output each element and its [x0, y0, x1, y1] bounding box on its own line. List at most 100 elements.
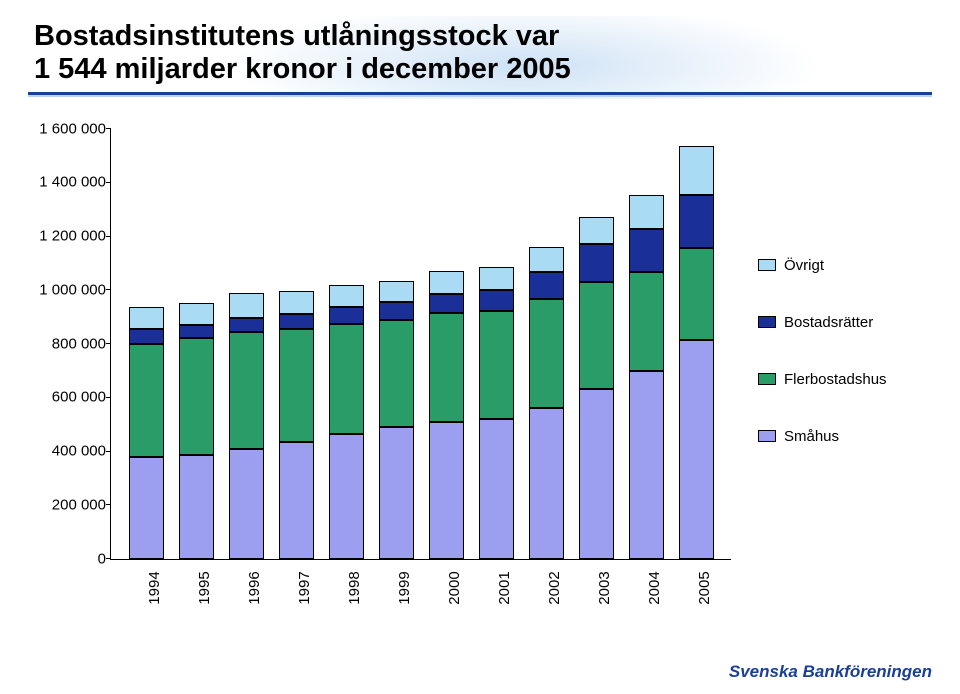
page-title: Bostadsinstitutens utlåningsstock var 1 … [34, 20, 926, 87]
bar: 2003 [579, 217, 614, 558]
bar-segment-bostadsratter [329, 307, 364, 323]
bar-segment-flerbostadshus [229, 332, 264, 449]
bar: 2001 [479, 267, 514, 559]
bar-segment-smahus [579, 389, 614, 558]
bar: 1998 [329, 285, 364, 559]
bar-segment-ovrigt [429, 271, 464, 294]
x-axis-label: 1997 [296, 571, 313, 604]
x-axis-label: 1998 [346, 571, 363, 604]
bar-segment-flerbostadshus [279, 329, 314, 442]
bar-segment-bostadsratter [679, 195, 714, 249]
bar-segment-smahus [279, 442, 314, 559]
bar: 1997 [279, 291, 314, 558]
bar-segment-flerbostadshus [329, 324, 364, 434]
plot-area: 1994 1995 1996 1997 1998 1999 2000 2001 2002 2003… [110, 129, 731, 560]
bar-segment-smahus [379, 427, 414, 559]
bar-segment-bostadsratter [229, 318, 264, 331]
title-line2: 1 544 miljarder kronor i december 2005 [34, 53, 571, 85]
bar-segment-bostadsratter [579, 244, 614, 282]
bar-segment-flerbostadshus [129, 344, 164, 457]
legend-label: Flerbostadshus [784, 371, 887, 388]
bar-segment-flerbostadshus [479, 311, 514, 419]
x-axis-label: 2004 [646, 571, 663, 604]
legend-item-bostadsratter: Bostadsrätter [758, 314, 928, 331]
bar-segment-flerbostadshus [629, 272, 664, 370]
bar-segment-ovrigt [379, 281, 414, 303]
bar-segment-ovrigt [629, 195, 664, 230]
x-axis-label: 1996 [246, 571, 263, 604]
bar-segment-smahus [629, 371, 664, 559]
bar-segment-smahus [329, 434, 364, 559]
y-axis-label: 0 [38, 550, 106, 567]
x-axis-label: 2005 [696, 571, 713, 604]
bar: 1999 [379, 281, 414, 559]
bar: 2000 [429, 271, 464, 559]
bar-segment-flerbostadshus [579, 282, 614, 390]
bar: 1996 [229, 293, 264, 559]
x-axis-label: 2001 [496, 571, 513, 604]
bar-segment-bostadsratter [279, 314, 314, 329]
bar-segment-bostadsratter [379, 302, 414, 319]
x-axis-label: 2002 [546, 571, 563, 604]
footer-brand: Svenska Bankföreningen [729, 662, 932, 682]
bar-segment-bostadsratter [529, 272, 564, 299]
x-axis-label: 2000 [446, 571, 463, 604]
legend-item-ovrigt: Övrigt [758, 257, 928, 274]
x-axis-label: 1995 [196, 571, 213, 604]
bar: 2005 [679, 146, 714, 559]
y-axis-label: 1 600 000 [38, 120, 106, 137]
title-underline [28, 92, 932, 97]
bar-segment-smahus [479, 419, 514, 559]
y-axis-label: 1 000 000 [38, 281, 106, 298]
bar-segment-flerbostadshus [379, 320, 414, 428]
x-axis-label: 1994 [146, 571, 163, 604]
bar-segment-flerbostadshus [429, 313, 464, 422]
bar-segment-flerbostadshus [529, 299, 564, 408]
legend-swatch [758, 373, 776, 385]
y-axis-label: 1 200 000 [38, 228, 106, 245]
y-axis-label: 800 000 [38, 335, 106, 352]
bar-chart: 1994 1995 1996 1997 1998 1999 2000 2001 2002 2003… [38, 121, 918, 621]
bar-segment-smahus [679, 340, 714, 559]
bar: 1994 [129, 307, 164, 558]
bar-segment-smahus [429, 422, 464, 559]
bar-segment-bostadsratter [179, 325, 214, 338]
bar-segment-ovrigt [279, 291, 314, 314]
bar-segment-smahus [129, 457, 164, 559]
y-axis-label: 200 000 [38, 496, 106, 513]
legend-swatch [758, 430, 776, 442]
bar-segment-ovrigt [329, 285, 364, 308]
x-axis-label: 2003 [596, 571, 613, 604]
bar-segment-bostadsratter [479, 290, 514, 312]
bar-segment-ovrigt [129, 307, 164, 329]
title-line1: Bostadsinstitutens utlåningsstock var [34, 20, 559, 52]
legend: Övrigt Bostadsrätter Flerbostadshus Småhus [758, 257, 928, 485]
bar-segment-bostadsratter [129, 329, 164, 344]
bar-segment-smahus [179, 455, 214, 558]
x-axis-label: 1999 [396, 571, 413, 604]
bar-segment-ovrigt [529, 247, 564, 273]
bar-segment-flerbostadshus [679, 248, 714, 339]
bar: 2004 [629, 195, 664, 559]
bar-segment-flerbostadshus [179, 338, 214, 455]
bar-segment-ovrigt [229, 293, 264, 319]
bar-segment-ovrigt [579, 217, 614, 244]
bar-segment-ovrigt [679, 146, 714, 194]
legend-item-flerbostadshus: Flerbostadshus [758, 371, 928, 388]
legend-label: Övrigt [784, 257, 824, 274]
y-axis-label: 400 000 [38, 443, 106, 460]
bar-segment-ovrigt [479, 267, 514, 290]
legend-swatch [758, 316, 776, 328]
legend-label: Småhus [784, 428, 839, 445]
bar: 2002 [529, 247, 564, 559]
legend-label: Bostadsrätter [784, 314, 873, 331]
bar-segment-smahus [529, 408, 564, 559]
bar: 1995 [179, 303, 214, 558]
legend-item-smahus: Småhus [758, 428, 928, 445]
y-axis-label: 1 400 000 [38, 174, 106, 191]
bar-segment-smahus [229, 449, 264, 559]
legend-swatch [758, 259, 776, 271]
bar-segment-bostadsratter [429, 294, 464, 313]
y-axis-label: 600 000 [38, 389, 106, 406]
bar-segment-ovrigt [179, 303, 214, 325]
